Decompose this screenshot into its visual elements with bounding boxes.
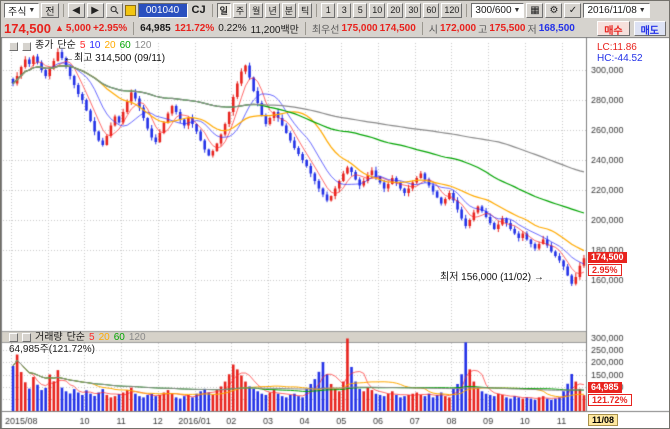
minute-20-button[interactable]: 20 bbox=[387, 2, 404, 18]
divider bbox=[211, 3, 213, 17]
toolbar-main: 주식 ▼ 전 ◀ ▶ CJ 일 주 월 년 분 틱 1 3 5 10 20 30… bbox=[1, 1, 669, 19]
asset-type-select[interactable]: 주식 ▼ bbox=[4, 2, 40, 18]
divider bbox=[304, 21, 306, 35]
change-value: 5,000 bbox=[65, 22, 91, 34]
divider bbox=[466, 3, 468, 17]
buy-button[interactable]: 매수 bbox=[597, 20, 630, 37]
gear-icon[interactable]: ⚙ bbox=[545, 2, 563, 18]
lowest-price-annotation: 최저 156,000 (11/02) → bbox=[440, 272, 544, 283]
panel-collapse-icon[interactable] bbox=[9, 41, 18, 51]
divider bbox=[133, 21, 135, 35]
scroll-left-icon[interactable]: ◀ bbox=[67, 2, 85, 18]
panel-collapse-icon[interactable] bbox=[9, 333, 18, 342]
turnover-ratio: 0.22% bbox=[218, 22, 247, 34]
low-change-value: LC:11.86 bbox=[597, 42, 637, 53]
minute-10-button[interactable]: 10 bbox=[369, 2, 386, 18]
minute-120-button[interactable]: 120 bbox=[441, 2, 463, 18]
date-value: 2016/11/08 bbox=[587, 4, 637, 16]
divider bbox=[316, 3, 318, 17]
tab-period-month[interactable]: 월 bbox=[249, 2, 264, 18]
legend-vma120: 120 bbox=[128, 332, 146, 343]
high-change-value: HC:-44.52 bbox=[597, 53, 643, 64]
chart-area[interactable]: 종가 단순 5 10 20 60 120 ←최고 314,500 (09/11)… bbox=[1, 37, 669, 428]
legend-vma60: 60 bbox=[113, 332, 125, 343]
chevron-down-icon: ▼ bbox=[513, 6, 521, 14]
divider bbox=[62, 3, 64, 17]
jeon-button[interactable]: 전 bbox=[41, 2, 59, 18]
panel-menu-icon[interactable] bbox=[22, 333, 31, 342]
legend-ma120: 120 bbox=[134, 40, 152, 51]
minute-3-button[interactable]: 3 bbox=[337, 2, 352, 18]
traded-value: 11,200백만 bbox=[250, 24, 299, 36]
lc-hc-indicator: LC:11.86 HC:-44.52 bbox=[597, 42, 643, 64]
low-label: 저 bbox=[527, 24, 537, 36]
tab-period-week[interactable]: 주 bbox=[232, 2, 248, 18]
quote-bar: 174,500 ▲ 5,000 +2.95% 64,985 121.72% 0.… bbox=[1, 19, 669, 37]
stock-quick-icon[interactable] bbox=[124, 4, 136, 16]
bar-count-select[interactable]: 300/600 ▼ bbox=[471, 2, 525, 18]
chevron-down-icon: ▼ bbox=[638, 6, 646, 14]
legend-series-name: 종가 bbox=[35, 40, 54, 51]
legend-volume-name: 거래량 bbox=[35, 332, 63, 343]
volume-chart-legend: 거래량 단순 5 20 60 120 bbox=[9, 332, 146, 343]
current-price: 174,500 bbox=[4, 20, 51, 36]
tab-period-minute[interactable]: 분 bbox=[281, 2, 297, 18]
volume-value: 64,985 bbox=[140, 22, 171, 34]
open-price: 172,000 bbox=[439, 22, 477, 34]
best-bid: 174,500 bbox=[379, 22, 416, 34]
current-volume-tag: 64,985 bbox=[588, 382, 622, 393]
best-quote-label: 최우선 bbox=[311, 24, 340, 36]
current-date-tag: 11/08 bbox=[588, 414, 619, 426]
current-change-tag: 2.95% bbox=[588, 264, 622, 276]
chevron-down-icon: ▼ bbox=[28, 6, 36, 14]
open-label: 시 bbox=[428, 24, 438, 36]
best-ask: 175,000 bbox=[341, 22, 378, 34]
legend-vma20: 20 bbox=[98, 332, 110, 343]
asset-type-label: 주식 bbox=[8, 6, 27, 18]
current-price-tag: 174,500 bbox=[588, 252, 627, 263]
current-volume-ratio-tag: 121.72% bbox=[588, 394, 632, 406]
minute-5-button[interactable]: 5 bbox=[353, 2, 368, 18]
minute-60-button[interactable]: 60 bbox=[423, 2, 440, 18]
high-price: 175,500 bbox=[489, 22, 526, 34]
legend-ma60: 60 bbox=[119, 40, 131, 51]
legend-ma5: 5 bbox=[79, 40, 86, 51]
legend-ma-type: 단순 bbox=[57, 40, 76, 51]
bar-count-label: 300/600 bbox=[475, 4, 512, 16]
scroll-right-icon[interactable]: ▶ bbox=[86, 2, 104, 18]
check-icon[interactable]: ✓ bbox=[564, 2, 582, 18]
legend-ma20: 20 bbox=[104, 40, 116, 51]
change-percent: +2.95% bbox=[92, 22, 128, 34]
price-volume-chart-canvas[interactable] bbox=[1, 37, 669, 428]
minute-1-button[interactable]: 1 bbox=[321, 2, 336, 18]
sell-button[interactable]: 매도 bbox=[633, 20, 666, 37]
arrow-left-icon: ← bbox=[64, 53, 74, 64]
tab-period-day[interactable]: 일 bbox=[216, 2, 231, 18]
current-volume-text: 64,985주(121.72%) bbox=[9, 344, 95, 355]
panel-menu-icon[interactable] bbox=[22, 41, 31, 51]
chart-grid-icon[interactable]: ▦ bbox=[526, 2, 544, 18]
low-price: 168,500 bbox=[538, 22, 575, 34]
divider bbox=[421, 21, 423, 35]
volume-ratio: 121.72% bbox=[174, 22, 215, 34]
date-picker[interactable]: 2016/11/08 ▼ bbox=[583, 2, 650, 18]
legend-ma10: 10 bbox=[89, 40, 101, 51]
tab-period-year[interactable]: 년 bbox=[265, 2, 280, 18]
high-label: 고 bbox=[478, 24, 488, 36]
highest-price-annotation: ←최고 314,500 (09/11) bbox=[64, 53, 166, 64]
change-arrow-icon: ▲ bbox=[55, 23, 64, 33]
legend-ma-type: 단순 bbox=[66, 332, 86, 343]
legend-vma5: 5 bbox=[89, 332, 95, 343]
price-chart-legend: 종가 단순 5 10 20 60 120 bbox=[9, 40, 151, 52]
tab-period-tick[interactable]: 틱 bbox=[298, 2, 313, 18]
stock-name-label: CJ bbox=[191, 4, 206, 16]
search-icon[interactable] bbox=[105, 2, 123, 18]
arrow-right-icon: → bbox=[533, 272, 544, 283]
stock-code-input[interactable] bbox=[137, 2, 188, 18]
minute-30-button[interactable]: 30 bbox=[405, 2, 422, 18]
